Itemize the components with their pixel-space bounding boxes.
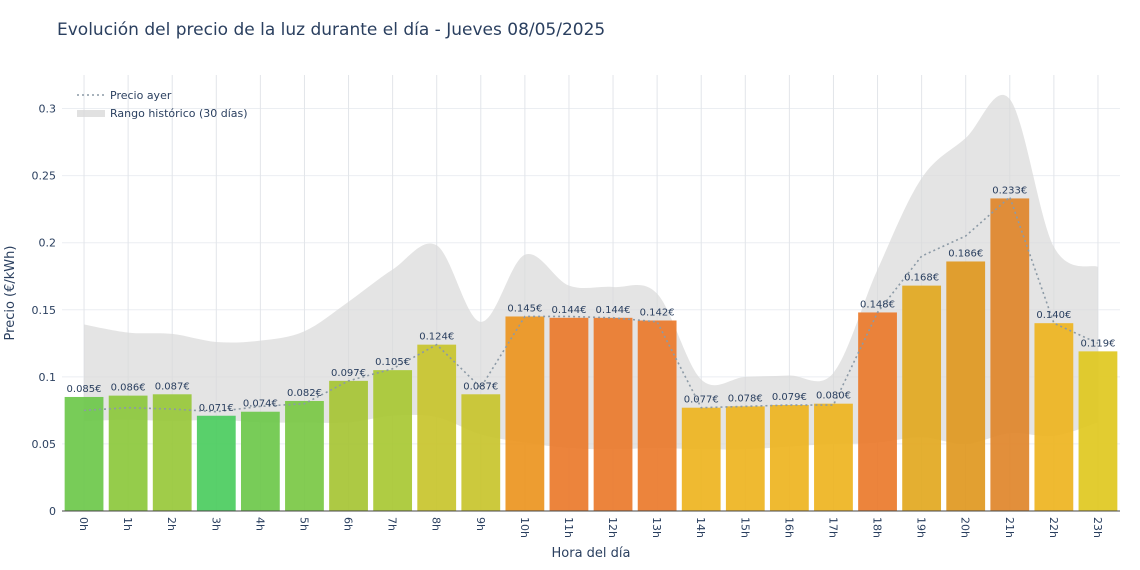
bar-value-label: 0.119€ [1080, 338, 1115, 349]
bar-6h [329, 380, 368, 511]
bar-17h [814, 403, 853, 511]
bar-value-label: 0.145€ [507, 303, 542, 314]
bar-15h [725, 406, 765, 511]
x-tick-label: 17h [826, 517, 839, 538]
x-tick-label: 10h [518, 517, 531, 538]
y-tick-label: 0.05 [32, 438, 57, 451]
bar-20h [946, 261, 986, 511]
x-tick-label: 13h [650, 517, 663, 538]
x-tick-label: 2h [165, 517, 178, 531]
bar-value-label: 0.144€ [596, 305, 631, 316]
x-tick-label: 23h [1091, 517, 1104, 538]
bar-10h [505, 316, 545, 511]
bar-value-label: 0.085€ [67, 384, 102, 395]
x-tick-label: 14h [694, 517, 707, 538]
x-tick-label: 21h [1003, 517, 1016, 538]
bar-value-label: 0.144€ [551, 305, 586, 316]
bar-23h [1078, 351, 1118, 511]
bar-value-label: 0.142€ [640, 308, 675, 319]
bar-value-label: 0.077€ [684, 395, 719, 406]
bar-12h [593, 317, 633, 511]
x-tick-label: 6h [342, 517, 355, 531]
bar-value-label: 0.087€ [155, 381, 190, 392]
x-tick-label: 1h [121, 517, 134, 531]
bar-value-label: 0.082€ [287, 388, 322, 399]
legend-label-rango: Rango histórico (30 días) [110, 107, 248, 120]
legend-swatch-rango [77, 110, 105, 117]
chart-title: Evolución del precio de la luz durante e… [57, 20, 606, 40]
bar-value-label: 0.140€ [1036, 310, 1071, 321]
x-tick-label: 20h [959, 517, 972, 538]
bar-1h [108, 395, 148, 511]
bar-14h [681, 407, 721, 511]
bar-7h [373, 370, 413, 511]
bar-value-label: 0.080€ [816, 391, 851, 402]
x-tick-label: 5h [297, 517, 310, 531]
y-tick-label: 0.25 [32, 170, 57, 183]
x-axis-title: Hora del día [552, 546, 631, 561]
x-tick-label: 22h [1047, 517, 1060, 538]
bar-value-label: 0.074€ [243, 399, 278, 410]
x-tick-label: 7h [386, 517, 399, 531]
bar-11h [549, 317, 589, 511]
y-tick-label: 0.2 [39, 237, 57, 250]
bar-value-label: 0.124€ [419, 332, 454, 343]
bar-value-label: 0.105€ [375, 357, 410, 368]
x-tick-label: 11h [562, 517, 575, 538]
precio-ayer-line [83, 195, 1099, 413]
x-tick-label: 9h [474, 517, 487, 531]
bar-value-label: 0.079€ [772, 392, 807, 403]
x-tick-label: 19h [915, 517, 928, 538]
x-tick-label: 3h [209, 517, 222, 531]
y-tick-label: 0.1 [39, 371, 57, 384]
x-tick-label: 15h [738, 517, 751, 538]
bar-18h [858, 312, 897, 511]
bar-2h [152, 394, 192, 511]
bar-value-label: 0.186€ [948, 248, 983, 259]
x-tick-label: 8h [430, 517, 443, 531]
historical-range-band [84, 94, 1098, 450]
x-tick-label: 4h [253, 517, 266, 531]
bar-value-label: 0.071€ [199, 403, 234, 414]
y-tick-label: 0.15 [32, 304, 57, 317]
bar-19h [902, 285, 942, 511]
bar-value-label: 0.086€ [111, 383, 146, 394]
bar-4h [240, 411, 280, 511]
x-tick-label: 0h [77, 517, 90, 531]
bar-9h [461, 394, 501, 511]
bar-21h [990, 198, 1030, 511]
x-tick-label: 16h [782, 517, 795, 538]
x-tick-label: 12h [606, 517, 619, 538]
bar-value-label: 0.097€ [331, 368, 366, 379]
bar-value-label: 0.087€ [463, 381, 498, 392]
bar-value-label: 0.078€ [728, 393, 763, 404]
bar-22h [1034, 323, 1074, 511]
bar-5h [285, 400, 324, 511]
bar-0h [64, 396, 104, 511]
y-tick-label: 0 [49, 505, 56, 518]
y-tick-label: 0.3 [39, 103, 57, 116]
bar-13h [637, 320, 677, 511]
bar-16h [769, 405, 809, 511]
bar-8h [417, 344, 457, 511]
x-tick-label: 18h [871, 517, 884, 538]
legend-label-precio-ayer: Precio ayer [110, 89, 172, 102]
bar-value-label: 0.168€ [904, 273, 939, 284]
bar-value-label: 0.233€ [992, 185, 1027, 196]
bar-value-label: 0.148€ [860, 299, 895, 310]
bar-3h [196, 415, 236, 511]
y-axis-title: Precio (€/kWh) [3, 246, 18, 341]
